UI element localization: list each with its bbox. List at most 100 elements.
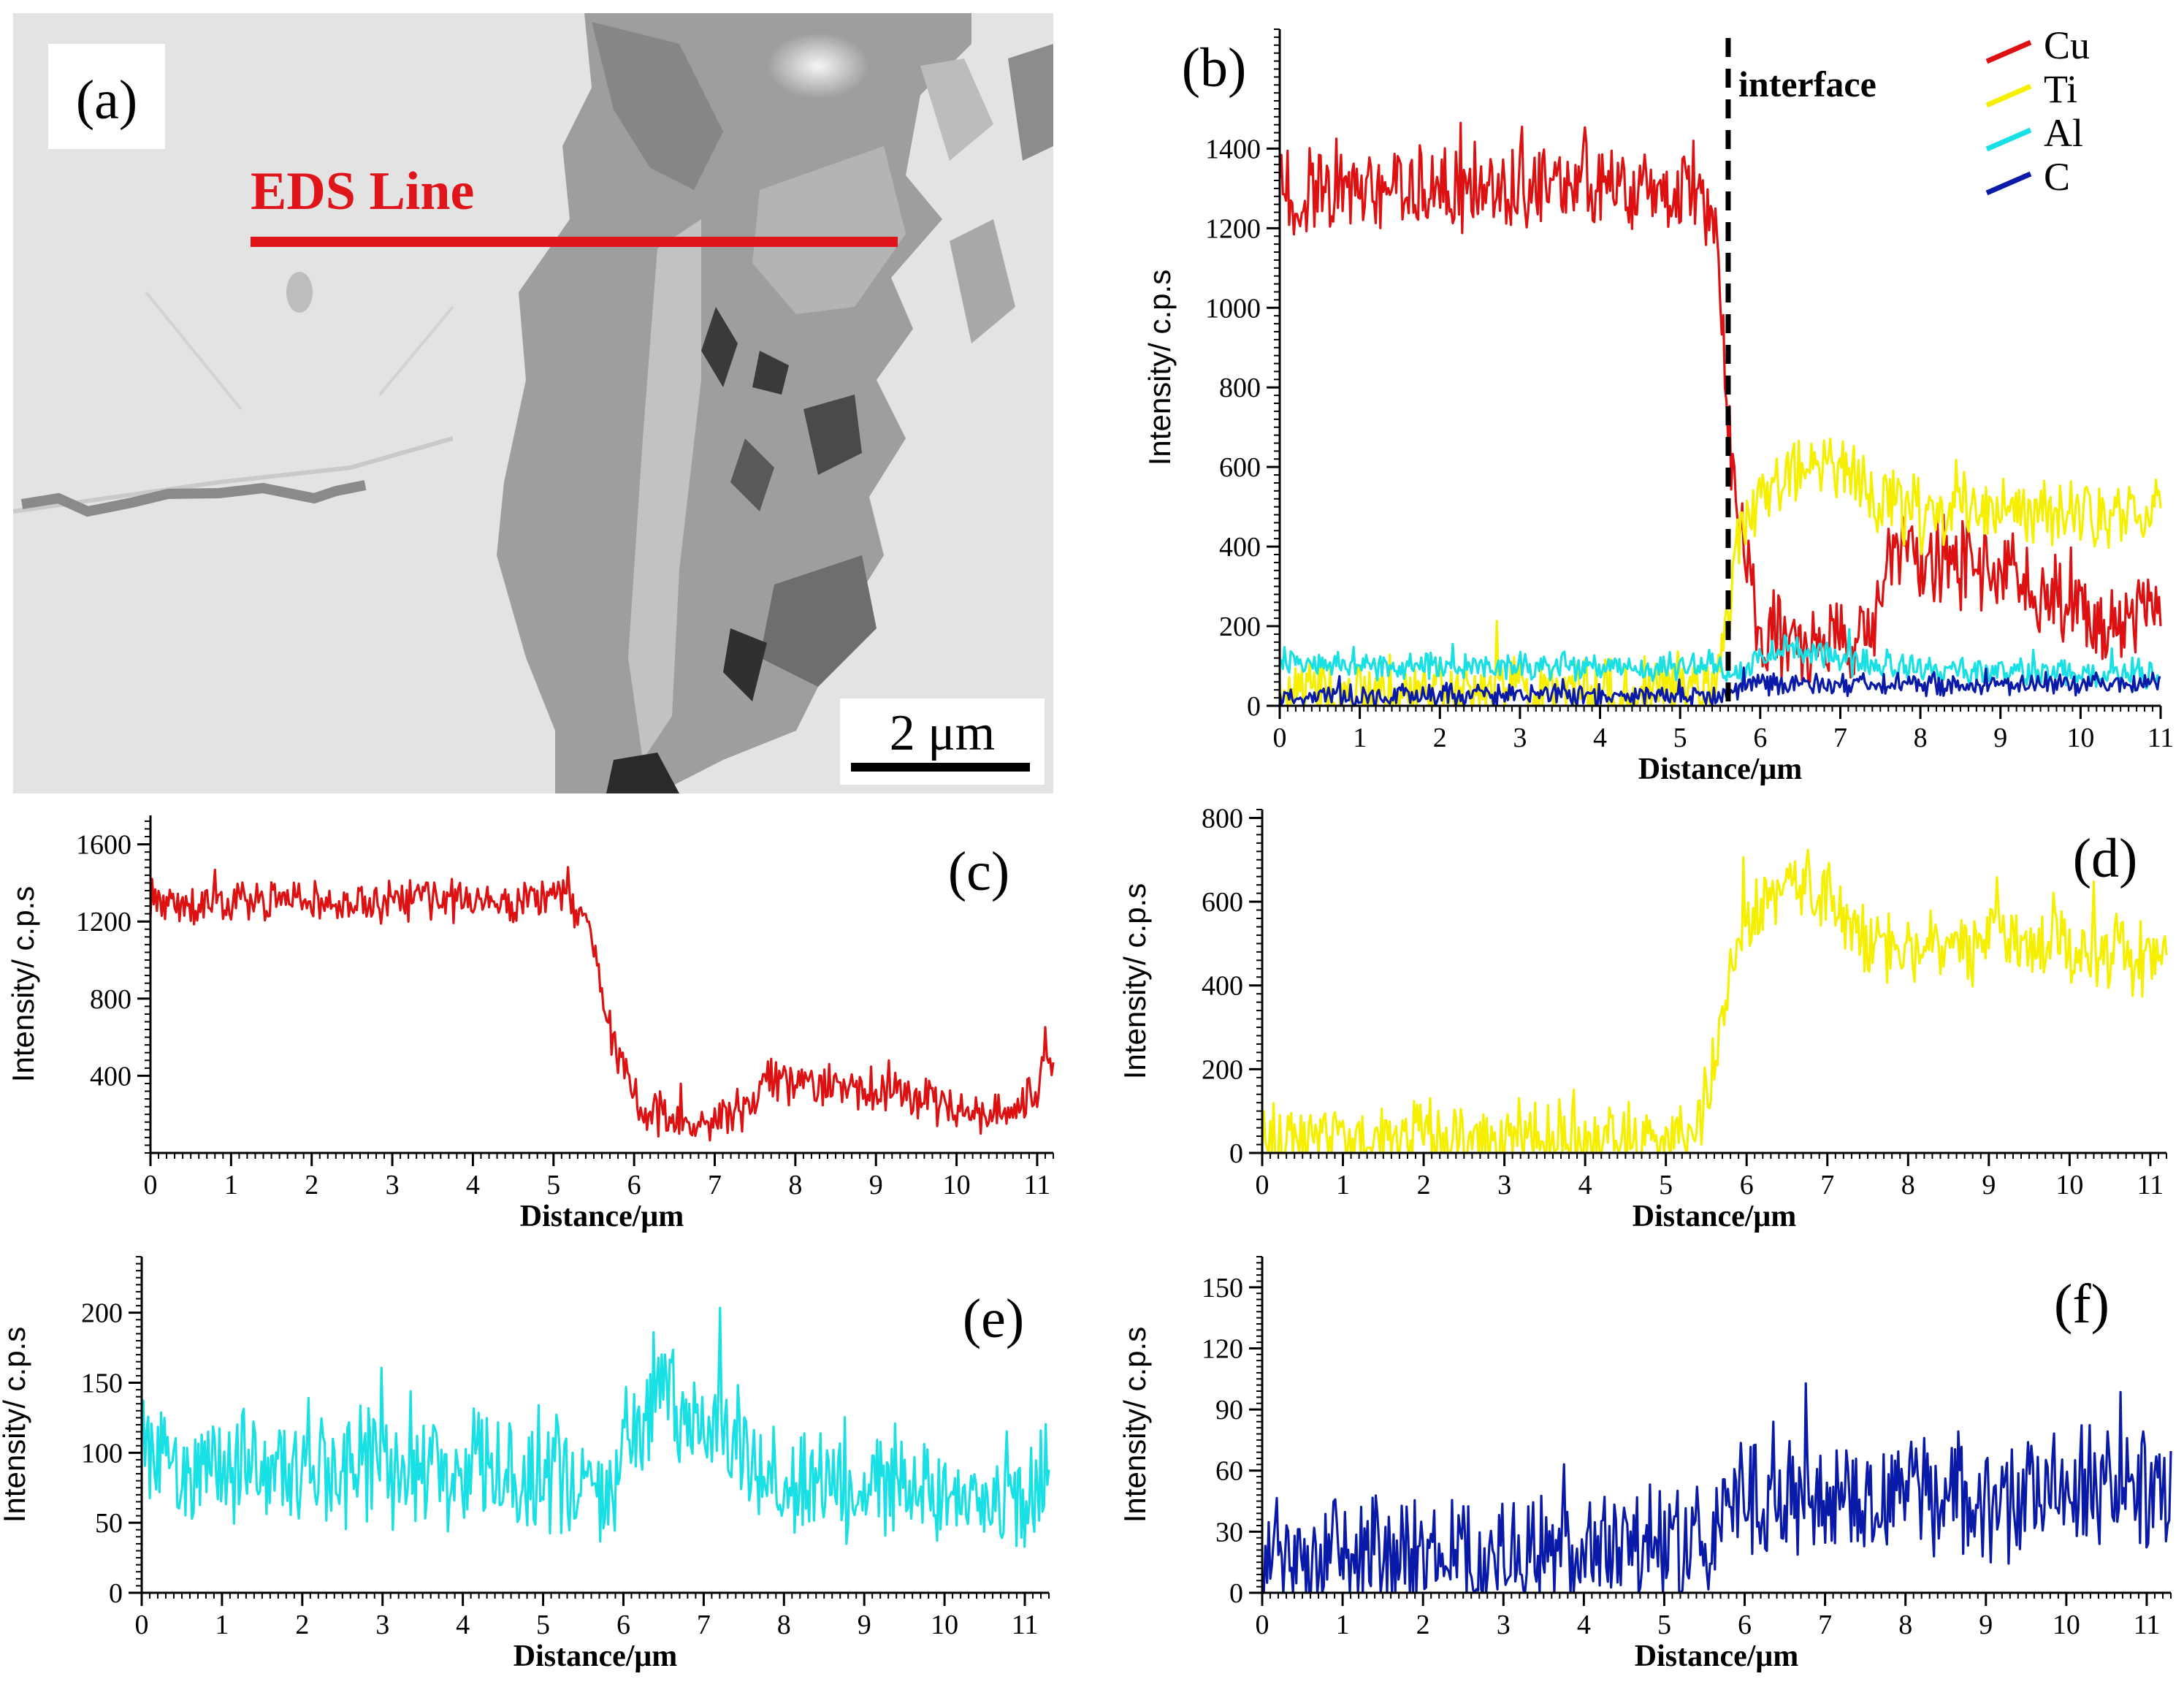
void-6	[606, 753, 679, 793]
series-line-ti	[1261, 848, 2168, 1154]
series-line-c	[1278, 666, 2161, 707]
x-tick-label: 11	[2134, 1610, 2161, 1640]
y-minor-ticks	[145, 820, 150, 1154]
y-tick-label: 0	[1229, 1578, 1243, 1609]
grey-grain-3	[1008, 44, 1053, 161]
particle-small	[286, 272, 313, 313]
y-tick-label: 0	[109, 1578, 123, 1609]
dark-phase-2	[760, 555, 877, 687]
x-tick-label: 7	[708, 1170, 722, 1200]
panel-letter-c: (c)	[948, 841, 1009, 902]
y-tick-label: 100	[81, 1438, 123, 1469]
grain-boundary	[12, 436, 454, 514]
x-tick-label: 10	[2066, 723, 2094, 753]
chart-panel-e: 0 1 2 3 4 5 6 7 8 9 10 11 0 50 100 150 200 Distance/μm Int…	[0, 1256, 1050, 1673]
y-tick-label: 800	[90, 984, 131, 1015]
series-line-al	[1278, 628, 2161, 690]
y-tick-label: 200	[1219, 612, 1261, 642]
sem-micrograph-panel: (a) EDS Line 2 μm	[12, 13, 1053, 793]
x-tick-label: 4	[1578, 1170, 1592, 1200]
void-2	[752, 351, 789, 395]
y-tick-label: 90	[1215, 1395, 1243, 1425]
x-tick-label: 4	[466, 1170, 480, 1200]
legend-swatch-cu	[1985, 39, 2032, 64]
legend-label-c: C	[2044, 155, 2070, 199]
chart-panel-f: 0 1 2 3 4 5 6 7 8 9 10 11 0 30 60 90 120 150 Distance/μm In…	[1118, 1256, 2172, 1673]
panel-letter-f: (f)	[2054, 1274, 2109, 1335]
x-tick-label: 2	[305, 1170, 318, 1200]
x-tick-label: 11	[1012, 1610, 1039, 1640]
x-tick-label: 4	[1593, 723, 1607, 753]
x-tick-label: 6	[1740, 1170, 1754, 1200]
y-tick-label: 150	[1202, 1273, 1243, 1303]
x-tick-label: 9	[869, 1170, 883, 1200]
y-minor-ticks	[1274, 28, 1280, 707]
x-tick-label: 5	[1657, 1610, 1671, 1640]
series-line-cu	[1278, 121, 2162, 683]
eds-line	[251, 237, 898, 247]
x-tick-label: 8	[777, 1610, 791, 1640]
y-tick-label: 400	[1202, 971, 1243, 1002]
x-tick-label: 10	[943, 1170, 971, 1200]
x-tick-label: 2	[295, 1610, 309, 1640]
y-tick-label: 1000	[1205, 293, 1261, 324]
void-3	[730, 438, 774, 511]
y-tick-label: 150	[81, 1368, 123, 1399]
x-tick-label: 5	[1673, 723, 1687, 753]
void-5	[723, 628, 767, 701]
x-tick-label: 3	[375, 1610, 389, 1640]
x-tick-label: 11	[2147, 723, 2175, 753]
x-tick-label: 2	[1433, 723, 1447, 753]
x-axis-title: Distance/μm	[1635, 1640, 1798, 1673]
eds-line-label: EDS Line	[251, 161, 474, 221]
x-tick-label: 4	[1577, 1610, 1591, 1640]
x-tick-label: 4	[456, 1610, 470, 1640]
y-axis-title: Intensity/ c.p.s	[6, 886, 40, 1082]
legend-label-al: Al	[2044, 111, 2083, 155]
y-tick-label: 800	[1219, 373, 1261, 403]
x-tick-label: 6	[627, 1170, 641, 1200]
y-tick-label: 60	[1215, 1456, 1243, 1487]
dark-phase-1	[592, 22, 723, 190]
x-tick-label: 0	[1256, 1170, 1269, 1200]
panel-letter-b: (b)	[1182, 37, 1247, 99]
x-tick-label: 10	[931, 1610, 958, 1640]
x-tick-label: 5	[1659, 1170, 1673, 1200]
x-tick-label: 9	[1993, 723, 2007, 753]
interface-label: interface	[1738, 64, 1876, 104]
void-1	[701, 307, 738, 387]
x-axis-title: Distance/μm	[520, 1200, 684, 1233]
x-tick-label: 8	[1901, 1170, 1915, 1200]
x-tick-label: 8	[788, 1170, 802, 1200]
x-tick-label: 6	[1753, 723, 1767, 753]
grey-grain-2	[950, 219, 1015, 343]
x-tick-label: 7	[1833, 723, 1847, 753]
void-4	[803, 395, 862, 475]
x-tick-label: 3	[1497, 1610, 1511, 1640]
x-tick-label: 1	[1336, 1610, 1350, 1640]
scale-bar-label: 2 μm	[890, 705, 995, 761]
x-axis-title: Distance/μm	[1633, 1200, 1796, 1233]
x-tick-label: 1	[1353, 723, 1367, 753]
x-tick-label: 9	[1982, 1170, 1996, 1200]
y-tick-label: 1200	[1205, 213, 1261, 244]
x-tick-label: 2	[1417, 1170, 1431, 1200]
y-axis-title: Intensity/ c.p.s	[1142, 270, 1177, 465]
x-tick-label: 10	[2053, 1610, 2080, 1640]
y-axis-title: Intensity/ c.p.s	[0, 1327, 31, 1523]
y-tick-label: 600	[1219, 452, 1261, 483]
legend-label-cu: Cu	[2044, 23, 2090, 67]
x-tick-label: 7	[1818, 1610, 1832, 1640]
legend-swatch-al	[1985, 127, 2032, 152]
x-axis-title: Distance/μm	[1638, 753, 1802, 786]
x-tick-label: 10	[2055, 1170, 2083, 1200]
grain-boundary-faint	[145, 291, 454, 411]
panel-letter-a: (a)	[76, 69, 137, 131]
series-line-c	[1261, 1382, 2172, 1594]
y-tick-label: 200	[1202, 1054, 1243, 1085]
y-tick-label: 800	[1202, 803, 1243, 834]
x-tick-label: 1	[1336, 1170, 1350, 1200]
x-tick-label: 11	[1024, 1170, 1051, 1200]
x-tick-label: 6	[1738, 1610, 1752, 1640]
